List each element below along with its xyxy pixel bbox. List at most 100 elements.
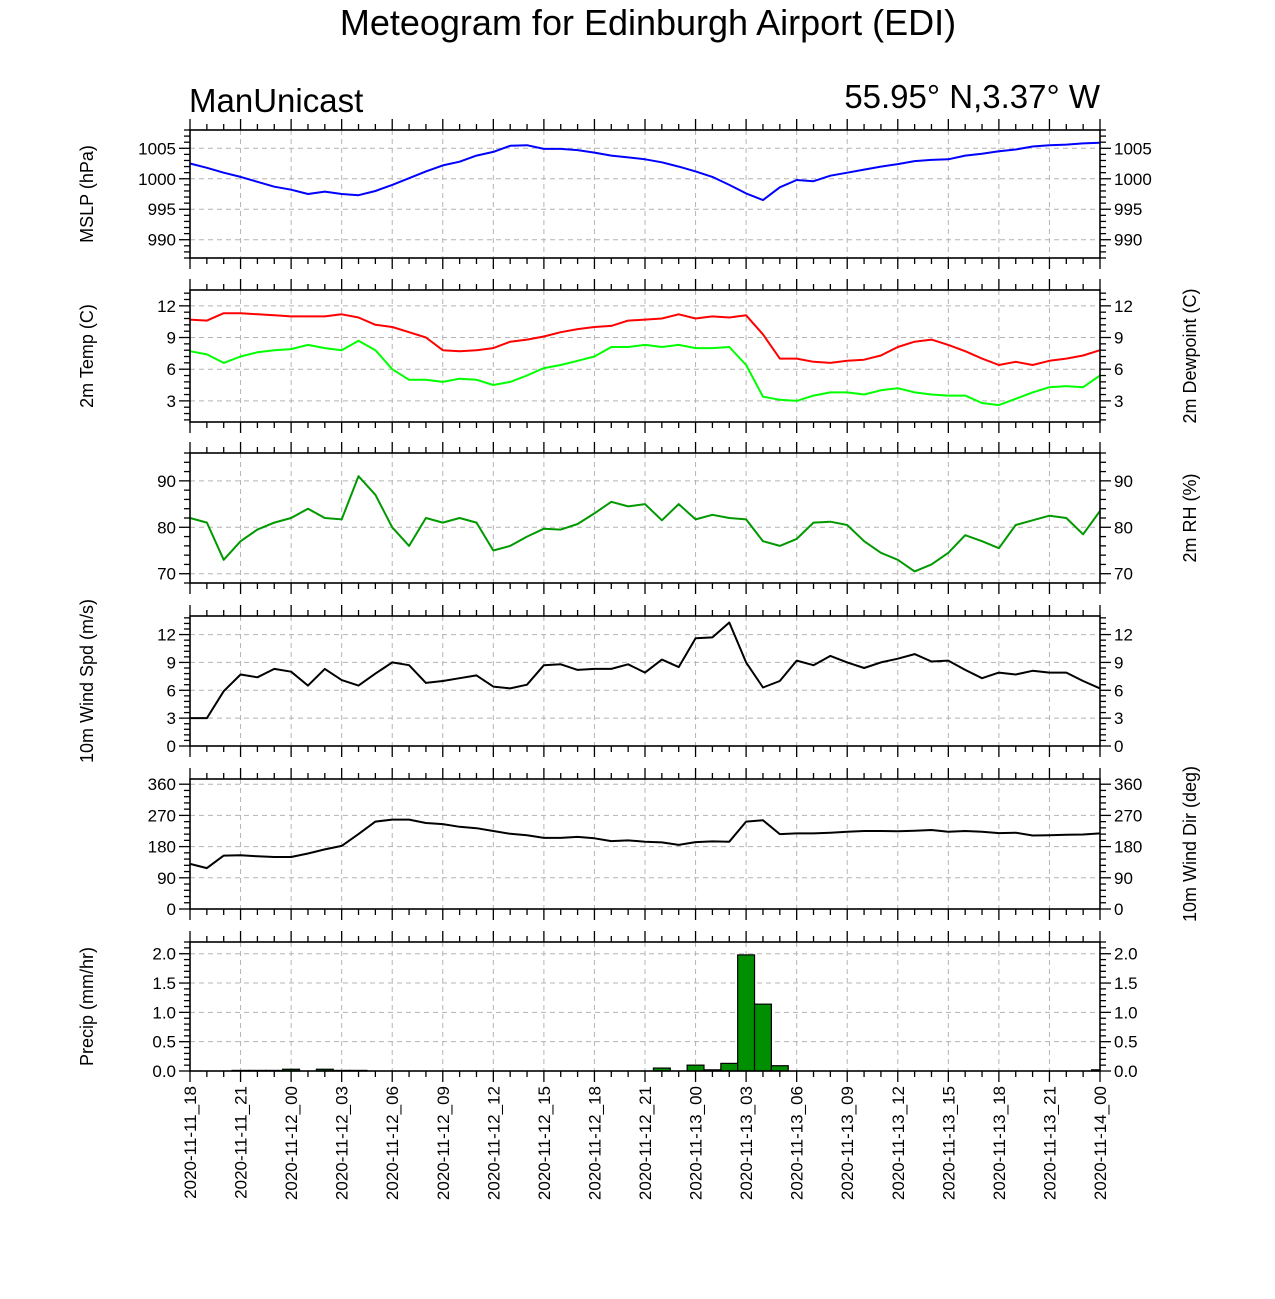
y-tick-label: 90 [157,869,176,888]
y-tick-label: 90 [157,472,176,491]
series-line-wind_speed [190,621,1101,720]
x-tick-label: 2020-11-12_21 [636,1086,655,1200]
series-line-dewpoint [189,339,1101,407]
x-tick-label: 2020-11-13_18 [990,1086,1009,1200]
y-tick-label: 3 [167,392,176,411]
y-tick-label: 180 [1114,838,1142,857]
panel-temperature: 3 3 6 6 9 9 12 12 2m Temp (C) 2m Dewpoint (C) [77,279,1200,433]
panel-wind_speed: 0 0 3 3 6 6 9 9 12 12 10m Wind Spd (m/s) [77,599,1133,763]
y-tick-label: 80 [1114,518,1133,537]
y-tick-label: 80 [157,518,176,537]
y-tick-label: 90 [1114,472,1133,491]
precip-bar [737,954,756,1072]
panel-wind_direction: 0 0 90 90 180 180 270 270 360 360 10m Wind Dir (de… [148,766,1200,922]
y-tick-label: 2.0 [152,945,176,964]
y-tick-label: 360 [148,775,176,794]
y-tick-label: 180 [148,838,176,857]
y-tick-label: 12 [157,297,176,316]
y-tick-label: 6 [1114,681,1123,700]
y-tick-label: 12 [1114,297,1133,316]
x-tick-label: 2020-11-13_15 [939,1086,958,1200]
y-tick-label: 9 [167,329,176,348]
x-tick-label: 2020-11-13_12 [889,1086,908,1200]
x-tick-label: 2020-11-13_09 [838,1086,857,1200]
y-tick-label: 1.5 [152,974,176,993]
x-tick-label: 2020-11-11_21 [232,1086,251,1199]
panel-precipitation: 0.0 0.0 0.5 0.5 1.0 1.0 1.5 1.5 2.0 2.0 Precip (mm… [77,931,1138,1082]
y-tick-label: 1000 [138,170,176,189]
y-axis-title-left: 10m Wind Spd (m/s) [77,599,97,763]
panel-relative_humidity: 70 70 80 80 90 90 2m RH (%) [157,442,1200,594]
precip-bar [720,1062,739,1072]
precip-bar [686,1064,705,1072]
y-tick-label: 0.0 [1114,1062,1138,1081]
precip-bar [753,1003,772,1072]
y-tick-label: 12 [1114,626,1133,645]
y-axis-title-left: MSLP (hPa) [77,145,97,243]
series-line-mslp [189,141,1101,202]
y-tick-label: 995 [148,200,176,219]
panel-mslp: 990 990 995 995 1000 1000 1005 1005 MSLP (hPa) [77,119,1152,269]
y-tick-label: 990 [1114,231,1142,250]
y-tick-label: 990 [148,231,176,250]
y-tick-label: 1000 [1114,170,1152,189]
y-axis-title-right: 2m Dewpoint (C) [1180,288,1200,423]
y-tick-label: 70 [1114,565,1133,584]
y-tick-label: 1.0 [152,1003,176,1022]
x-tick-label: 2020-11-13_21 [1040,1086,1059,1200]
x-tick-label: 2020-11-14_00 [1091,1086,1110,1200]
y-tick-label: 1.5 [1114,974,1138,993]
x-tick-label: 2020-11-12_03 [333,1086,352,1200]
y-tick-label: 3 [167,709,176,728]
x-tick-label: 2020-11-12_18 [585,1086,604,1200]
x-tick-label: 2020-11-12_12 [484,1086,503,1200]
y-tick-label: 9 [1114,329,1123,348]
x-tick-label: 2020-11-13_06 [788,1086,807,1200]
y-tick-label: 0 [167,737,176,756]
y-axis-title-left: 2m Temp (C) [77,304,97,408]
x-tick-label: 2020-11-13_00 [687,1086,706,1200]
y-tick-label: 2.0 [1114,945,1138,964]
y-tick-label: 0.5 [1114,1033,1138,1052]
y-tick-label: 9 [1114,653,1123,672]
y-tick-label: 9 [167,653,176,672]
x-tick-label: 2020-11-12_09 [434,1086,453,1200]
series-line-wind_dir [189,818,1101,870]
y-tick-label: 270 [148,806,176,825]
y-tick-label: 1005 [138,139,176,158]
x-tick-label: 2020-11-11_18 [181,1086,200,1199]
y-tick-label: 0 [1114,900,1123,919]
x-tick-label: 2020-11-12_15 [535,1086,554,1200]
y-tick-label: 6 [167,360,176,379]
series-line-temp [189,312,1101,366]
x-tick-label: 2020-11-12_06 [383,1086,402,1200]
y-tick-label: 12 [157,626,176,645]
y-tick-label: 70 [157,565,176,584]
y-tick-label: 1005 [1114,139,1152,158]
y-tick-label: 0.0 [152,1062,176,1081]
y-tick-label: 6 [167,681,176,700]
time-axis: 2020-11-11_18 2020-11-11_21 2020-11-12_00 2… [181,1086,1110,1200]
y-tick-label: 90 [1114,869,1133,888]
y-tick-label: 0 [167,900,176,919]
series-line-rh [189,475,1101,573]
y-tick-label: 6 [1114,360,1123,379]
y-tick-label: 0 [1114,737,1123,756]
y-tick-label: 360 [1114,775,1142,794]
y-axis-title-right: 10m Wind Dir (deg) [1180,766,1200,922]
chart-title: Meteogram for Edinburgh Airport (EDI) [340,2,956,43]
x-tick-label: 2020-11-13_03 [737,1086,756,1200]
y-axis-title-left: Precip (mm/hr) [77,947,97,1066]
location-label: 55.95° N,3.37° W [844,78,1101,115]
y-tick-label: 0.5 [152,1033,176,1052]
y-axis-title-right: 2m RH (%) [1180,474,1200,563]
source-label: ManUnicast [189,82,363,119]
x-tick-label: 2020-11-12_00 [282,1086,301,1200]
y-tick-label: 995 [1114,200,1142,219]
y-tick-label: 1.0 [1114,1003,1138,1022]
y-tick-label: 3 [1114,392,1123,411]
y-tick-label: 270 [1114,806,1142,825]
y-tick-label: 3 [1114,709,1123,728]
